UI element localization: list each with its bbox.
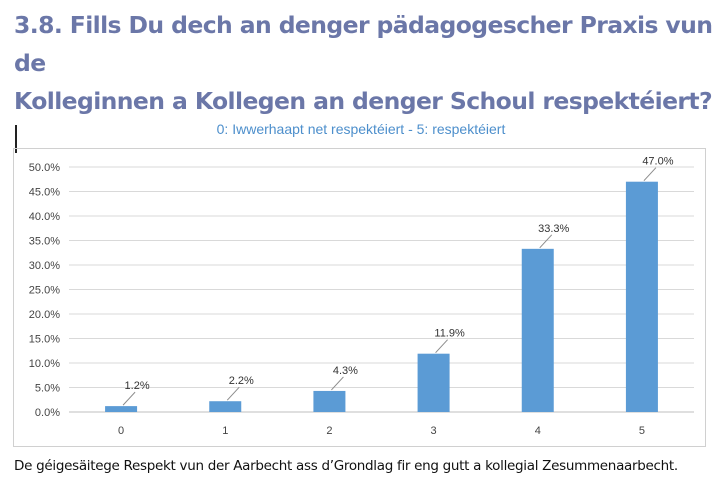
heading-line-1: 3.8. Fills Du dech an denger pädagogesch… — [14, 11, 713, 77]
data-label: 47.0% — [642, 156, 673, 168]
chart-caption: De géigesäitege Respekt vun der Aarbecht… — [14, 458, 678, 474]
data-label-leader — [643, 167, 657, 182]
bar — [105, 406, 138, 412]
x-tick-label: 4 — [535, 425, 541, 437]
x-tick-label: 0 — [118, 425, 124, 437]
y-tick-label: 40.0% — [29, 211, 60, 223]
page-heading: 3.8. Fills Du dech an denger pädagogesch… — [14, 6, 714, 158]
data-label-leader — [226, 386, 240, 401]
data-label: 11.9% — [434, 328, 465, 340]
bar — [417, 353, 450, 412]
bar — [209, 401, 242, 412]
y-tick-label: 5.0% — [35, 383, 60, 395]
y-tick-label: 0.0% — [35, 407, 60, 419]
bar — [313, 390, 346, 412]
y-tick-label: 15.0% — [29, 334, 60, 346]
y-tick-label: 20.0% — [29, 309, 60, 321]
y-tick-label: 10.0% — [29, 358, 60, 370]
bar — [521, 248, 554, 412]
data-label: 33.3% — [538, 223, 569, 235]
chart-title: 0: Iwwerhaapt net respektéiert - 5: resp… — [216, 121, 506, 137]
y-tick-label: 35.0% — [29, 236, 60, 248]
heading-line-2: Kolleginnen a Kollegen an denger Schoul … — [14, 87, 713, 115]
chart-area: 0.0% 5.0% 10.0% 15.0% 20.0% 25.0% 30.0% 35.0% 40… — [13, 148, 706, 447]
data-label-leader — [331, 376, 344, 391]
data-label: 2.2% — [229, 375, 254, 387]
data-label: 4.3% — [333, 365, 358, 377]
x-tick-label: 3 — [431, 425, 437, 437]
y-tick-label: 25.0% — [29, 285, 60, 297]
x-tick-label: 2 — [326, 425, 332, 437]
y-tick-label: 30.0% — [29, 260, 60, 272]
text-cursor — [15, 125, 17, 153]
data-label: 1.2% — [125, 380, 150, 392]
data-label-leader — [435, 339, 448, 354]
data-label-leader — [539, 234, 553, 249]
bar — [625, 181, 658, 412]
y-tick-label: 50.0% — [29, 162, 60, 174]
bar-chart: 0.0%5.0%10.0%15.0%20.0%25.0%30.0%35.0%40… — [29, 156, 694, 437]
x-tick-label: 1 — [222, 425, 228, 437]
y-tick-label: 45.0% — [29, 187, 60, 199]
x-tick-label: 5 — [639, 425, 645, 437]
data-label-leader — [122, 391, 136, 406]
